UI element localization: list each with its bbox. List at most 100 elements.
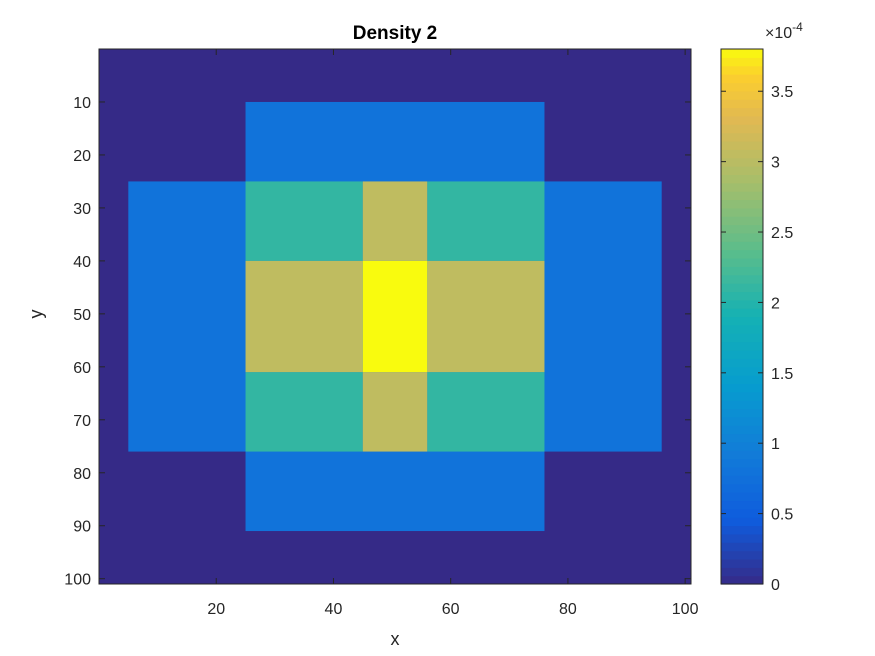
colorbar-segment-6 bbox=[721, 525, 763, 535]
heatmap-cell-7 bbox=[362, 181, 428, 261]
colorbar-segment-5 bbox=[721, 533, 763, 543]
colorbar-tick-label-2: 1 bbox=[771, 436, 780, 453]
colorbar-segment-9 bbox=[721, 500, 763, 510]
colorbar-segment-21 bbox=[721, 400, 763, 410]
plot-area-frame bbox=[98, 48, 692, 585]
colorbar-segment-7 bbox=[721, 517, 763, 527]
y-tick-label-100: 100 bbox=[64, 572, 91, 589]
colorbar-segment-22 bbox=[721, 391, 763, 401]
colorbar-tick-label-4: 2 bbox=[771, 295, 780, 312]
colorbar-segment-18 bbox=[721, 425, 763, 435]
colorbar-tick-label-0: 0 bbox=[771, 577, 780, 594]
x-tick-label-20: 20 bbox=[207, 601, 225, 618]
colorbar-segment-43 bbox=[721, 216, 763, 226]
colorbar-segment-32 bbox=[721, 308, 763, 318]
colorbar-segment-19 bbox=[721, 416, 763, 426]
colorbar-segment-12 bbox=[721, 475, 763, 485]
colorbar-segment-31 bbox=[721, 316, 763, 326]
colorbar-tick-label-3: 1.5 bbox=[771, 366, 793, 383]
colorbar: 0 0.5 1 1.5 2 2.5 3 3.5 bbox=[720, 48, 793, 594]
heatmap-cell-5 bbox=[245, 372, 363, 452]
colorbar-segment-1 bbox=[721, 567, 763, 577]
y-axis-ticks: 10 20 30 40 50 60 70 80 90 100 bbox=[64, 95, 691, 589]
colorbar-segment-49 bbox=[721, 166, 763, 175]
colorbar-segment-42 bbox=[721, 224, 763, 234]
colorbar-segment-26 bbox=[721, 358, 763, 368]
heatmap-cell-6 bbox=[427, 372, 545, 452]
heatmap-cells bbox=[99, 49, 691, 584]
heatmap-cell-3 bbox=[245, 181, 363, 261]
colorbar-segment-45 bbox=[721, 199, 763, 209]
colorbar-segment-44 bbox=[721, 207, 763, 217]
colorbar-segment-3 bbox=[721, 550, 763, 560]
chart-title: Density 2 bbox=[353, 23, 437, 44]
colorbar-segment-35 bbox=[721, 283, 763, 293]
colorbar-segment-50 bbox=[721, 157, 763, 167]
colorbar-segment-51 bbox=[721, 149, 763, 159]
colorbar-segment-28 bbox=[721, 341, 763, 351]
colorbar-frame bbox=[720, 48, 764, 585]
x-tick-label-60: 60 bbox=[442, 601, 460, 618]
colorbar-segment-52 bbox=[721, 140, 763, 150]
y-tick-label-50: 50 bbox=[73, 307, 91, 324]
colorbar-tick-label-1: 0.5 bbox=[771, 507, 793, 524]
colorbar-segment-60 bbox=[721, 74, 763, 84]
colorbar-segment-61 bbox=[721, 65, 763, 75]
y-tick-label-90: 90 bbox=[73, 519, 91, 536]
colorbar-segment-34 bbox=[721, 291, 763, 301]
colorbar-segment-57 bbox=[721, 99, 763, 109]
y-tick-label-10: 10 bbox=[73, 95, 91, 112]
colorbar-segment-23 bbox=[721, 383, 763, 393]
colorbar-segment-47 bbox=[721, 182, 763, 192]
colorbar-segment-25 bbox=[721, 366, 763, 376]
y-tick-label-60: 60 bbox=[73, 360, 91, 377]
y-tick-label-30: 30 bbox=[73, 201, 91, 218]
colorbar-segment-14 bbox=[721, 458, 763, 468]
colorbar-segment-24 bbox=[721, 375, 763, 384]
colorbar-segment-41 bbox=[721, 232, 763, 242]
heatmap-cell-11 bbox=[362, 260, 428, 373]
colorbar-segment-11 bbox=[721, 483, 763, 493]
y-tick-label-80: 80 bbox=[73, 466, 91, 483]
heatmap-cell-10 bbox=[427, 260, 545, 373]
colorbar-segment-46 bbox=[721, 191, 763, 201]
colorbar-segment-4 bbox=[721, 542, 763, 552]
colorbar-segment-0 bbox=[721, 575, 763, 585]
y-tick-label-70: 70 bbox=[73, 413, 91, 430]
colorbar-segment-39 bbox=[721, 249, 763, 259]
colorbar-segment-38 bbox=[721, 257, 763, 267]
x-tick-label-100: 100 bbox=[672, 601, 699, 618]
colorbar-segment-2 bbox=[721, 558, 763, 568]
colorbar-segment-54 bbox=[721, 124, 763, 134]
colorbar-segment-58 bbox=[721, 90, 763, 100]
colorbar-segment-56 bbox=[721, 107, 763, 117]
heatmap-cell-8 bbox=[362, 372, 428, 452]
colorbar-segment-48 bbox=[721, 174, 763, 184]
colorbar-segment-27 bbox=[721, 349, 763, 359]
colorbar-segment-59 bbox=[721, 82, 763, 92]
colorbar-exponent-power: -4 bbox=[792, 20, 803, 34]
y-tick-label-40: 40 bbox=[73, 254, 91, 271]
y-axis-label: y bbox=[26, 310, 46, 319]
heatmap-cell-4 bbox=[427, 181, 545, 261]
colorbar-segment-17 bbox=[721, 433, 763, 443]
colorbar-segment-20 bbox=[721, 408, 763, 418]
colorbar-exponent-base: ×10 bbox=[765, 25, 792, 42]
colorbar-segment-63 bbox=[721, 49, 763, 58]
colorbar-segment-40 bbox=[721, 241, 763, 251]
colorbar-segment-53 bbox=[721, 132, 763, 142]
colorbar-segment-55 bbox=[721, 115, 763, 125]
colorbar-tick-label-6: 3 bbox=[771, 155, 780, 172]
colorbar-segment-62 bbox=[721, 57, 763, 67]
colorbar-tick-label-7: 3.5 bbox=[771, 84, 793, 101]
y-tick-label-20: 20 bbox=[73, 148, 91, 165]
colorbar-segment-8 bbox=[721, 508, 763, 518]
x-tick-label-80: 80 bbox=[559, 601, 577, 618]
x-tick-label-40: 40 bbox=[325, 601, 343, 618]
colorbar-segment-36 bbox=[721, 274, 763, 284]
colorbar-segment-30 bbox=[721, 324, 763, 334]
colorbar-segment-15 bbox=[721, 450, 763, 460]
colorbar-tick-label-5: 2.5 bbox=[771, 225, 793, 242]
x-axis-ticks: 20 40 60 80 100 bbox=[207, 49, 699, 618]
